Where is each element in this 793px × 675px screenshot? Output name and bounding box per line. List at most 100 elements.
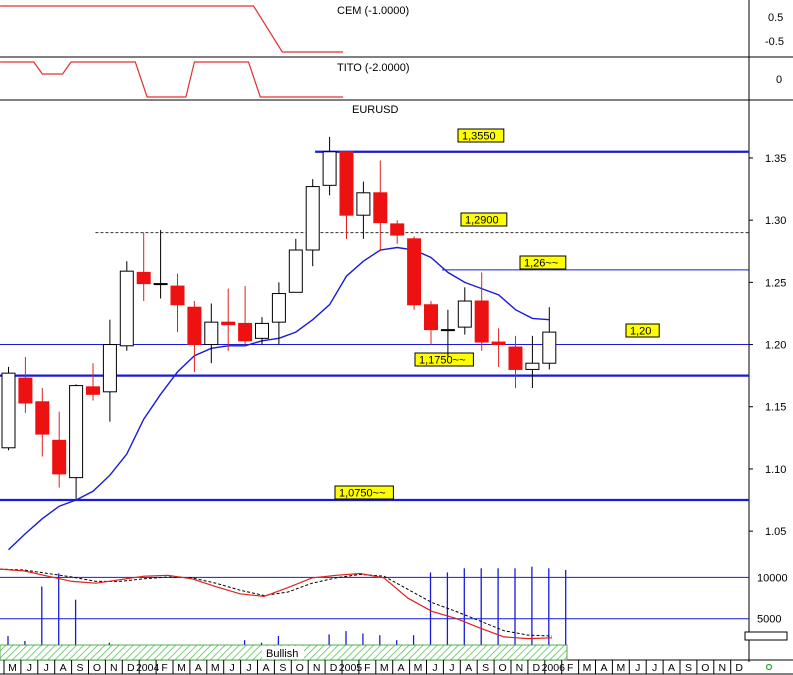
level-label: 1,0750~~ — [339, 488, 386, 500]
x-axis-label: D — [735, 662, 743, 674]
x-axis: M J J A S O N D 2004 F M A M J J A S O N D 2005 F M A M J J A S O N D 20… — [3, 660, 743, 674]
price-tick-label: 1.35 — [765, 153, 786, 165]
price-tick-label: 1.20 — [765, 340, 786, 352]
x-axis-label: 2006 — [542, 662, 566, 674]
volume-scale-box — [744, 631, 788, 641]
price-tick-label: 1.10 — [765, 464, 786, 476]
candle-bearish — [508, 346, 523, 370]
volume-panel: 10000 5000 — [0, 566, 788, 660]
tito-tick-0: 0 — [776, 74, 782, 86]
x-axis-label: N — [516, 662, 524, 674]
x-axis-label: S — [279, 662, 286, 674]
price-title: EURUSD — [352, 104, 399, 116]
x-axis-label: M — [583, 662, 592, 674]
status-indicator-icon — [765, 663, 773, 671]
x-axis-label: O — [296, 662, 304, 674]
level-label: 1,3550 — [462, 131, 496, 143]
candle-bullish — [440, 329, 455, 332]
x-axis-label: F — [364, 662, 370, 674]
candle-bullish — [69, 385, 84, 479]
x-axis-label: A — [262, 662, 269, 674]
candle-bearish — [491, 341, 506, 346]
candle-bullish — [542, 331, 557, 364]
x-axis-label: N — [718, 662, 726, 674]
cem-tick-0: 0.5 — [768, 12, 783, 24]
candle-bullish — [525, 362, 540, 370]
candle-bullish — [356, 192, 371, 216]
x-axis-label: A — [668, 662, 675, 674]
cem-tick-1: -0.5 — [765, 36, 784, 48]
candle-bearish — [407, 238, 422, 306]
volume-tick-label: 5000 — [757, 614, 781, 626]
x-axis-label: S — [77, 662, 84, 674]
x-axis-label: A — [465, 662, 472, 674]
x-axis-label: M — [414, 662, 423, 674]
tito-label: TITO (-2.0000) — [337, 62, 410, 74]
candle-bearish — [18, 377, 33, 404]
level-label-box — [625, 323, 660, 338]
x-axis-label: J — [635, 662, 640, 674]
x-axis-label: A — [600, 662, 607, 674]
x-axis-label: J — [246, 662, 251, 674]
candle-bullish — [102, 344, 117, 393]
cem-line — [0, 5, 344, 53]
x-axis-label: M — [616, 662, 625, 674]
candle-bullish — [457, 300, 472, 328]
x-axis-label: D — [330, 662, 338, 674]
x-axis-label: F — [161, 662, 167, 674]
candle-bearish — [373, 192, 388, 224]
x-axis-label: J — [449, 662, 454, 674]
x-axis-label: J — [230, 662, 235, 674]
level-label-box — [334, 485, 394, 500]
candle-bearish — [339, 151, 354, 216]
x-axis-label: S — [482, 662, 489, 674]
bullish-label: Bullish — [266, 648, 298, 660]
candle-bullish — [255, 322, 269, 339]
x-axis-label: A — [398, 662, 405, 674]
level-label: 1,2900 — [465, 215, 499, 227]
x-axis-label: 2004 — [136, 662, 160, 674]
price-tick-label: 1.25 — [765, 277, 786, 289]
cem-label: CEM (-1.0000) — [337, 5, 409, 17]
candle-bearish — [238, 322, 253, 342]
x-axis-label: S — [685, 662, 692, 674]
candle-bullish — [305, 186, 320, 251]
level-label-box — [414, 352, 474, 367]
x-axis-label: A — [195, 662, 202, 674]
tito-panel — [0, 61, 344, 98]
candle-bullish — [271, 293, 286, 323]
x-axis-label: J — [44, 662, 49, 674]
candle-bearish — [35, 401, 50, 435]
x-axis-label: 2005 — [339, 662, 363, 674]
x-axis-label: J — [27, 662, 32, 674]
volume-tick-label: 10000 — [757, 572, 788, 584]
candle-bearish — [170, 285, 185, 306]
x-axis-label: N — [110, 662, 118, 674]
x-axis-label: M — [8, 662, 17, 674]
price-panel: 1.35 1.30 1.25 1.20 1.15 1.10 1.05 1,3550 1,2900… — [0, 128, 786, 551]
candle-bearish — [86, 386, 100, 395]
level-label-box — [457, 128, 505, 143]
x-axis-label: J — [652, 662, 657, 674]
candle-bearish — [474, 300, 489, 343]
level-label: 1,26~~ — [524, 258, 558, 270]
candle-bullish — [119, 270, 134, 347]
candle-bearish — [221, 321, 236, 326]
candle-bearish — [424, 304, 438, 331]
level-label-box — [519, 255, 567, 270]
x-axis-label: J — [432, 662, 437, 674]
candle-bearish — [52, 439, 67, 475]
candle-bullish — [322, 151, 337, 186]
x-axis-label: N — [313, 662, 321, 674]
price-tick-label: 1.15 — [765, 402, 786, 414]
x-axis-label: M — [380, 662, 389, 674]
tito-line — [0, 61, 344, 98]
candle-bullish — [204, 321, 219, 346]
x-axis-label: D — [127, 662, 135, 674]
x-axis-label: O — [93, 662, 101, 674]
price-tick-label: 1.30 — [765, 215, 786, 227]
cem-panel — [0, 5, 344, 53]
candle-bearish — [136, 271, 151, 285]
level-label: 1,1750~~ — [419, 355, 466, 367]
